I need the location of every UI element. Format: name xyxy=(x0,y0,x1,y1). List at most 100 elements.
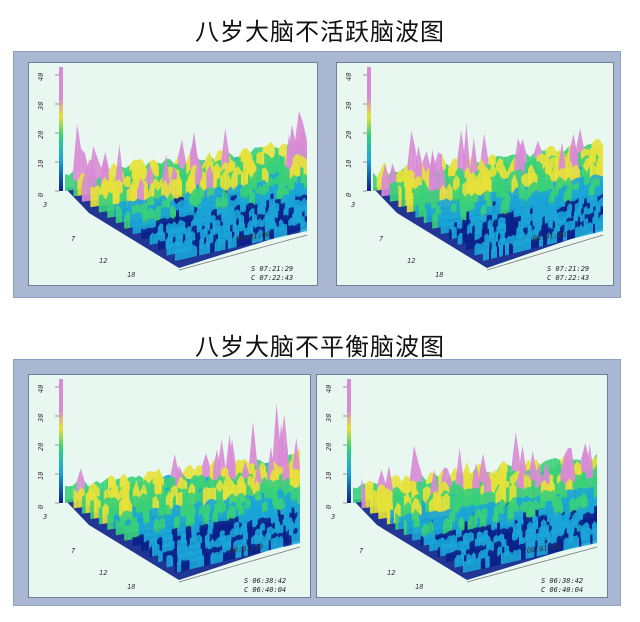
eeg-surface-segment xyxy=(507,551,510,563)
eeg-surface-segment xyxy=(509,202,512,216)
freq-tick-label: 18 xyxy=(415,583,423,591)
eeg-surface-segment xyxy=(496,555,499,566)
eeg-surface-segment xyxy=(506,199,510,216)
eeg-surface-segment xyxy=(541,235,543,247)
eeg-surface-segment xyxy=(291,533,294,545)
eeg-surface-segment xyxy=(536,544,539,557)
eeg-surface-segment xyxy=(258,543,261,553)
eeg-surface-segment xyxy=(152,544,155,557)
eeg-surface-segment xyxy=(426,533,430,546)
eeg-panel-1a: 0102030403712182800:01:00S 07:21:29C 07:… xyxy=(28,62,318,286)
z-tick-label: 10 xyxy=(37,472,45,480)
eeg-surface-segment xyxy=(247,234,250,245)
eeg-surface-segment xyxy=(454,226,457,239)
eeg-surface-segment xyxy=(239,544,242,558)
eeg-surface-segment xyxy=(587,222,589,235)
eeg-surface-svg: 0102030403712182800:01:00S 07:21:29C 07:… xyxy=(345,67,604,282)
freq-tick-label: 12 xyxy=(407,257,415,265)
eeg-surface-segment xyxy=(561,231,563,242)
eeg-surface-segment xyxy=(423,533,427,546)
eeg-surface-segment xyxy=(393,181,398,202)
eeg-surface-segment xyxy=(509,243,511,255)
eeg-surface-segment xyxy=(450,541,454,555)
eeg-surface-segment xyxy=(577,226,579,238)
chart-frame-2: 0102030403712182800:01:20S 06:38:42C 06:… xyxy=(13,359,621,606)
eeg-surface-segment xyxy=(572,497,576,515)
z-tick-label: 30 xyxy=(37,414,45,423)
eeg-surface-segment xyxy=(77,123,82,190)
eeg-surface-segment xyxy=(243,543,246,557)
eeg-surface-segment xyxy=(429,538,432,552)
eeg-surface-segment xyxy=(132,221,136,235)
eeg-surface-segment xyxy=(175,248,178,261)
eeg-surface-segment xyxy=(448,552,452,562)
eeg-surface-segment xyxy=(487,555,490,568)
eeg-surface-segment xyxy=(218,549,221,563)
eeg-surface-segment xyxy=(135,521,139,539)
eeg-surface-segment xyxy=(158,239,161,251)
eeg-surface-segment xyxy=(182,207,186,220)
eeg-surface-segment xyxy=(560,500,564,517)
eeg-surface-segment xyxy=(573,229,575,239)
eeg-surface-segment xyxy=(264,539,267,552)
eeg-surface-segment xyxy=(390,509,394,525)
eeg-surface-segment xyxy=(130,523,134,540)
eeg-surface-segment xyxy=(207,539,211,552)
eeg-surface-segment xyxy=(494,548,498,560)
eeg-surface-segment xyxy=(245,543,248,556)
eeg-surface-segment xyxy=(510,217,514,228)
freq-tick-label: 12 xyxy=(99,569,107,577)
eeg-surface-segment xyxy=(172,547,175,560)
eeg-surface-segment xyxy=(262,540,265,552)
z-tick-label: 40 xyxy=(37,73,45,81)
eeg-surface-segment xyxy=(81,170,86,202)
eeg-surface-segment xyxy=(179,207,183,220)
eeg-surface-segment xyxy=(521,548,524,560)
eeg-surface-segment xyxy=(202,554,205,567)
eeg-surface-segment xyxy=(265,228,268,241)
eeg-surface-segment xyxy=(124,210,128,229)
eeg-surface-segment xyxy=(98,507,103,525)
eeg-surface-segment xyxy=(459,447,464,496)
eeg-surface-segment xyxy=(480,241,484,255)
eeg-surface-segment xyxy=(543,236,545,246)
eeg-surface-segment xyxy=(225,550,228,561)
eeg-surface-segment xyxy=(353,487,358,503)
eeg-surface-segment xyxy=(527,546,530,559)
eeg-surface-segment xyxy=(574,534,577,548)
eeg-surface-segment xyxy=(357,484,362,503)
stamp-start: S 07:21:29 xyxy=(251,265,293,273)
eeg-surface-segment xyxy=(442,542,446,556)
eeg-surface-segment xyxy=(160,549,163,562)
eeg-surface-segment xyxy=(291,225,294,235)
eeg-surface-segment xyxy=(581,533,584,547)
eeg-surface-segment xyxy=(217,536,220,550)
eeg-surface-segment xyxy=(472,225,475,235)
eeg-surface-segment xyxy=(431,538,435,551)
freq-tick-label: 18 xyxy=(127,271,135,279)
z-tick-label: 40 xyxy=(345,73,353,81)
eeg-surface-segment xyxy=(483,513,487,530)
eeg-surface-segment xyxy=(557,231,559,243)
eeg-surface-segment xyxy=(505,242,507,256)
eeg-surface-segment xyxy=(554,542,557,553)
eeg-surface-segment xyxy=(127,524,131,541)
eeg-surface-segment xyxy=(249,233,252,244)
eeg-surface-segment xyxy=(146,539,150,551)
eeg-surface-segment xyxy=(115,518,119,536)
eeg-surface-segment xyxy=(569,497,573,516)
eeg-surface-segment xyxy=(529,237,531,250)
freq-tick-label: 12 xyxy=(387,569,395,577)
eeg-surface-segment xyxy=(166,242,169,256)
eeg-surface-segment xyxy=(210,552,213,565)
eeg-surface-segment xyxy=(186,246,189,259)
z-tick-label: 10 xyxy=(325,472,333,480)
eeg-surface-segment xyxy=(121,517,125,535)
eeg-surface-segment xyxy=(278,226,281,238)
eeg-surface-segment xyxy=(191,204,195,218)
eeg-surface-segment xyxy=(385,163,389,196)
eeg-surface-segment xyxy=(225,240,228,250)
eeg-surface-segment xyxy=(476,556,479,570)
eeg-surface-segment xyxy=(73,487,78,509)
eeg-surface-segment xyxy=(503,198,507,217)
